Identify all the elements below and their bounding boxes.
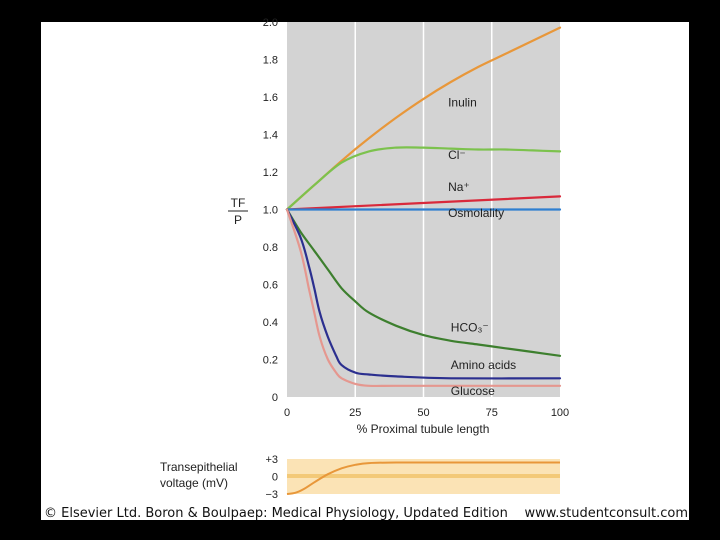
y-axis-label-denominator: P	[234, 213, 242, 227]
footer-website: www.studentconsult.com	[525, 506, 689, 521]
y-tick-label: 0.6	[263, 280, 278, 292]
y-tick-label: 0.8	[263, 242, 278, 254]
y-tick-label: 2.0	[263, 17, 278, 29]
voltage-axis-label-line2: voltage (mV)	[160, 476, 228, 490]
series-label: Glucose	[451, 384, 495, 398]
main-x-ticks: 0 25 50 75 100	[284, 407, 569, 419]
series-label: HCO₃⁻	[451, 320, 489, 334]
voltage-y-tick-label: 0	[272, 472, 278, 484]
series-line	[285, 195, 562, 211]
main-y-ticks: 0 0.2 0.4 0.6 0.8 1.0 1.2 1.4 1.6 1.8 2.0	[263, 17, 278, 404]
series-label: Amino acids	[451, 358, 516, 372]
y-tick-label: 1.8	[263, 55, 278, 67]
y-tick-label: 1.6	[263, 92, 278, 104]
series-line	[285, 146, 562, 211]
y-tick-label: 1.4	[263, 130, 278, 142]
series-line	[285, 208, 562, 380]
y-tick-label: 1.2	[263, 167, 278, 179]
series-label: Inulin	[448, 95, 477, 109]
voltage-line	[286, 461, 560, 495]
y-tick-label: 1.0	[263, 205, 278, 217]
x-tick-label: 50	[417, 407, 429, 419]
voltage-y-tick-label: −3	[265, 489, 278, 501]
y-axis-label-numerator: TF	[231, 196, 246, 210]
voltage-zero-band	[287, 474, 560, 478]
y-tick-label: 0	[272, 392, 278, 404]
x-tick-label: 0	[284, 407, 290, 419]
x-tick-label: 100	[551, 407, 569, 419]
footer-credit: © Elsevier Ltd. Boron & Boulpaep: Medica…	[44, 506, 508, 521]
voltage-y-ticks: +3 0 −3	[265, 454, 278, 501]
series-label: Osmolality	[448, 206, 504, 220]
x-axis-label: % Proximal tubule length	[357, 422, 490, 436]
series-label: Na⁺	[448, 180, 470, 194]
main-series-lines	[285, 26, 562, 388]
x-tick-label: 75	[486, 407, 498, 419]
voltage-y-tick-label: +3	[265, 454, 278, 466]
y-tick-label: 0.2	[263, 355, 278, 367]
voltage-series-lines	[286, 461, 560, 495]
x-tick-label: 25	[349, 407, 361, 419]
y-tick-label: 0.4	[263, 317, 278, 329]
series-line	[285, 208, 562, 357]
series-line	[285, 208, 562, 388]
voltage-axis-label-line1: Transepithelial	[160, 460, 238, 474]
main-series-labels: Inulin Cl⁻ Na⁺ Osmolality HCO₃⁻ Amino acids Gl…	[448, 95, 516, 398]
series-label: Cl⁻	[448, 148, 466, 162]
